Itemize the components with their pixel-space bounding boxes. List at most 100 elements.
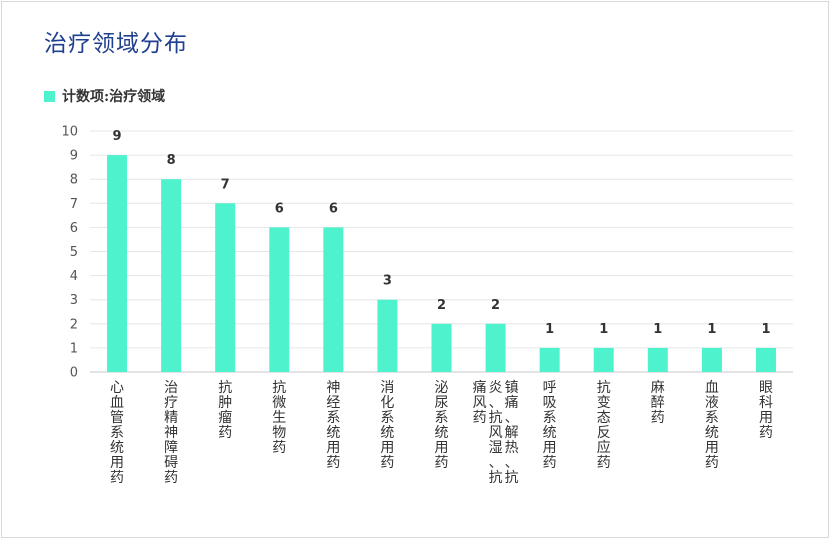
y-tick-label: 4 [70, 269, 78, 284]
x-tick-char: 瘤 [218, 409, 232, 426]
x-tick-char: 用 [326, 440, 340, 456]
x-tick-char: 用 [759, 410, 773, 426]
x-tick-char: 、 [489, 455, 503, 471]
x-tick-char: 药 [705, 455, 719, 471]
x-tick-char: 神 [326, 380, 340, 396]
x-tick-char: 药 [597, 455, 611, 471]
data-label: 1 [653, 322, 662, 337]
x-tick-char: 吸 [543, 395, 557, 411]
x-tick-char: 、 [505, 455, 519, 471]
x-tick-char: 碍 [164, 455, 178, 471]
x-tick-char: 管 [110, 410, 124, 426]
data-labels: 9 8 7 6 6 3 2 2 1 1 1 1 1 [113, 129, 771, 337]
y-tick-label: 3 [70, 293, 78, 308]
x-tick-char: 热 [505, 440, 519, 456]
x-tick-char: 用 [543, 440, 557, 456]
x-tick-char: 精 [164, 410, 178, 426]
x-tick-char: 统 [110, 440, 124, 456]
x-tick-char: 心 [110, 380, 124, 396]
x-tick-char: 变 [597, 395, 611, 411]
data-label: 2 [437, 298, 446, 313]
x-tick-char: 解 [505, 425, 519, 441]
bar [377, 299, 398, 372]
x-tick-char: 统 [705, 425, 719, 441]
x-tick-char: 系 [110, 425, 124, 441]
x-tick-char: 统 [380, 425, 394, 441]
data-label: 9 [113, 129, 122, 144]
data-label: 8 [167, 153, 176, 168]
x-tick-char: 镇 [505, 380, 519, 396]
x-tick-char: 麻 [651, 380, 665, 396]
x-tick-char: 系 [543, 410, 557, 426]
y-tick-label: 9 [70, 149, 78, 164]
x-tick-char: 痛 [505, 394, 519, 411]
legend: 计数项:治疗领域 [44, 86, 165, 106]
bar [323, 227, 344, 372]
x-tick-char: 痛 [473, 379, 487, 396]
x-tick-char: 抗 [489, 410, 503, 426]
x-tick-char: 抗 [218, 380, 232, 396]
x-tick-char: 统 [435, 425, 449, 441]
x-tick-char: 尿 [435, 395, 449, 411]
x-tick-char: 微 [272, 395, 286, 411]
x-axis: 心血管系统用药治疗精神障碍药抗肿瘤药抗微生物药神经系统用药消化系统用药泌尿系统用… [110, 379, 773, 486]
x-tick-char: 应 [597, 439, 611, 456]
x-tick-char: 态 [597, 410, 611, 426]
x-tick-char: 化 [380, 395, 394, 411]
data-label: 1 [761, 322, 770, 337]
x-tick-char: 用 [110, 455, 124, 471]
x-tick-char: 生 [272, 410, 286, 426]
x-tick-char: 经 [326, 395, 340, 411]
data-label: 6 [329, 201, 338, 216]
x-tick-char: 神 [164, 425, 178, 441]
bar [647, 347, 668, 372]
x-tick-char: 、 [505, 410, 519, 426]
x-tick-char: 药 [272, 440, 286, 456]
x-tick-char: 药 [651, 410, 665, 426]
x-tick-char: 抗 [597, 380, 611, 396]
x-tick-char: 用 [380, 440, 394, 456]
y-tick-label: 7 [70, 197, 78, 212]
y-tick-label: 2 [70, 317, 78, 332]
x-tick-char: 眼 [759, 380, 773, 396]
x-tick-char: 液 [705, 395, 719, 411]
x-tick-char: 药 [380, 455, 394, 471]
x-tick-label: 麻醉药 [651, 380, 665, 426]
x-tick-char: 统 [543, 425, 557, 441]
x-tick-char: 药 [543, 455, 557, 471]
data-label: 2 [491, 298, 500, 313]
x-tick-char: 药 [435, 455, 449, 471]
bar [539, 347, 560, 372]
x-tick-char: 、 [489, 395, 503, 411]
x-tick-char: 用 [705, 440, 719, 456]
x-tick-char: 抗 [489, 470, 503, 486]
x-tick-char: 消 [380, 380, 394, 396]
x-tick-char: 抗 [505, 470, 519, 486]
x-tick-char: 障 [164, 440, 178, 456]
x-tick-char: 物 [272, 425, 286, 441]
x-tick-char: 泌 [435, 380, 449, 396]
data-label: 1 [545, 322, 554, 337]
x-tick-char: 统 [326, 425, 340, 441]
x-tick-char: 系 [435, 410, 449, 426]
bar [701, 347, 722, 372]
x-tick-char: 风 [489, 425, 503, 441]
x-tick-char: 呼 [543, 380, 557, 396]
x-tick-char: 血 [110, 395, 124, 411]
bar [593, 347, 614, 372]
x-tick-char: 药 [218, 425, 232, 441]
grid-layer [90, 130, 793, 373]
y-tick-label: 5 [70, 245, 78, 260]
x-tick-char: 炎 [489, 380, 503, 396]
bar [269, 227, 290, 372]
